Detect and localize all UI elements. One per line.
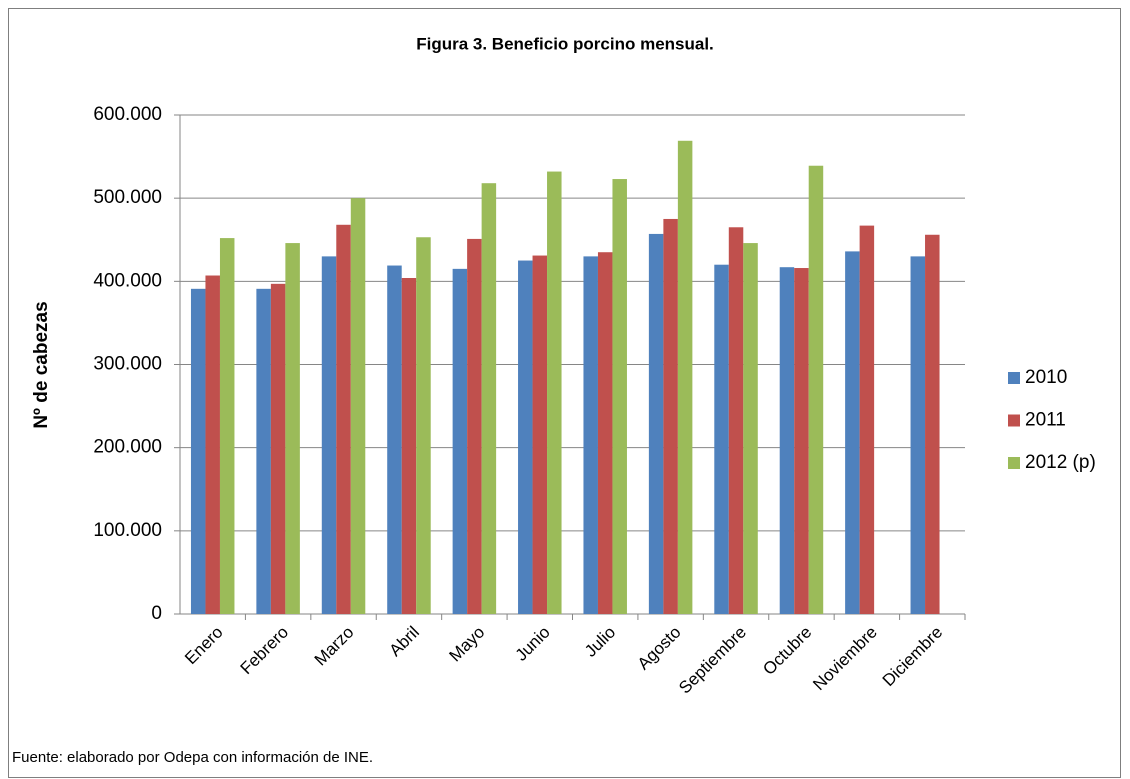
- y-tick-label: 0: [151, 603, 162, 624]
- legend-swatch: [1008, 414, 1020, 427]
- x-tick-label: Septiembre: [675, 623, 750, 698]
- x-tick-label: Octubre: [759, 623, 815, 679]
- legend-label: 2010: [1025, 367, 1067, 388]
- legend-label: 2011: [1025, 410, 1066, 431]
- bar: [518, 260, 533, 614]
- bar: [481, 183, 497, 615]
- y-tick-label: 500.000: [93, 187, 162, 208]
- x-tick-label: Julio: [581, 623, 619, 661]
- source-note: Fuente: elaborado por Odepa con informac…: [12, 749, 373, 766]
- bar: [532, 255, 548, 614]
- x-tick-label: Junio: [512, 623, 554, 665]
- bar: [336, 224, 351, 614]
- legend-swatch: [1008, 372, 1020, 384]
- bar: [779, 267, 795, 614]
- bar: [794, 268, 809, 614]
- bar: [612, 179, 627, 614]
- bar: [910, 256, 926, 614]
- y-tick-label: 300.000: [93, 354, 162, 375]
- bar: [401, 278, 417, 614]
- chart-border: [8, 8, 1121, 778]
- bar: [663, 218, 678, 615]
- bar: [452, 268, 468, 614]
- bar: [256, 288, 271, 614]
- bar: [285, 243, 300, 614]
- bar: [219, 238, 235, 614]
- legend-label: 2012 (p): [1025, 452, 1096, 473]
- bar: [808, 165, 824, 614]
- y-tick-label: 200.000: [93, 437, 162, 458]
- x-tick-label: Febrero: [237, 623, 293, 679]
- y-tick-label: 400.000: [93, 270, 162, 291]
- bar: [387, 265, 402, 614]
- chart-title: Figura 3. Beneficio porcino mensual.: [416, 34, 714, 53]
- x-tick-label: Agosto: [634, 623, 685, 674]
- bar: [205, 275, 220, 614]
- bar: [583, 256, 598, 614]
- x-tick-label: Mayo: [446, 623, 489, 666]
- bar: [925, 234, 940, 614]
- bar: [743, 243, 758, 614]
- bar: [597, 252, 613, 614]
- bar: [547, 171, 562, 614]
- x-tick-label: Diciembre: [879, 623, 947, 691]
- bar: [190, 288, 206, 614]
- x-tick-label: Noviembre: [809, 623, 881, 695]
- bar: [416, 237, 431, 614]
- x-tick-label: Marzo: [311, 623, 358, 670]
- legend-swatch: [1008, 457, 1020, 469]
- bar: [859, 225, 875, 614]
- x-tick-label: Enero: [181, 623, 227, 669]
- y-tick-label: 600.000: [93, 104, 162, 125]
- bar: [321, 256, 337, 614]
- bar: [467, 238, 482, 614]
- bar: [714, 264, 729, 614]
- bar: [728, 227, 744, 614]
- bar: [350, 198, 366, 614]
- y-tick-label: 100.000: [93, 520, 162, 541]
- bar: [648, 233, 664, 614]
- bar: [677, 140, 693, 614]
- y-axis-label: Nº de cabezas: [31, 301, 52, 428]
- bar: [845, 251, 860, 615]
- x-tick-label: Abril: [385, 623, 422, 660]
- bar: [270, 283, 286, 614]
